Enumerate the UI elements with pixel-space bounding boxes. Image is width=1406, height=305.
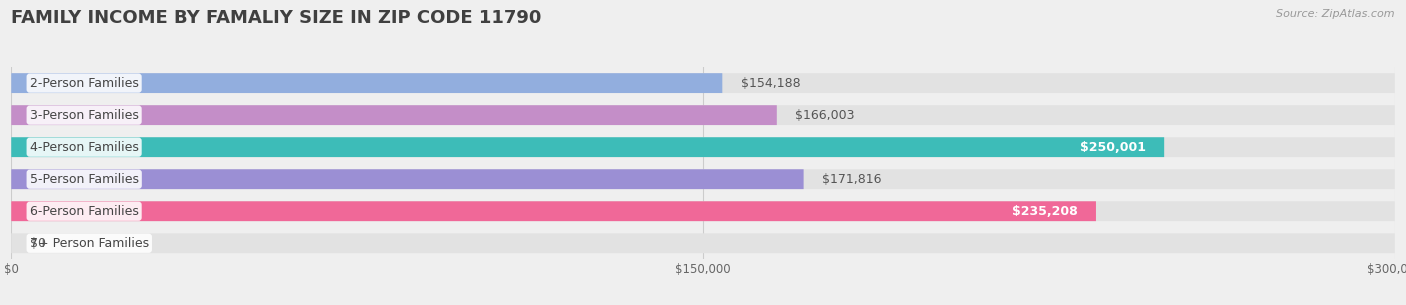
Text: 3-Person Families: 3-Person Families — [30, 109, 139, 122]
FancyBboxPatch shape — [11, 73, 1395, 93]
Text: $250,001: $250,001 — [1080, 141, 1146, 154]
FancyBboxPatch shape — [11, 137, 1395, 157]
Text: $235,208: $235,208 — [1012, 205, 1077, 218]
Text: 5-Person Families: 5-Person Families — [30, 173, 139, 186]
Text: 7+ Person Families: 7+ Person Families — [30, 237, 149, 250]
Text: FAMILY INCOME BY FAMALIY SIZE IN ZIP CODE 11790: FAMILY INCOME BY FAMALIY SIZE IN ZIP COD… — [11, 9, 541, 27]
FancyBboxPatch shape — [11, 169, 1395, 189]
Text: Source: ZipAtlas.com: Source: ZipAtlas.com — [1277, 9, 1395, 19]
Text: $166,003: $166,003 — [796, 109, 855, 122]
Text: $154,188: $154,188 — [741, 77, 800, 90]
Text: 2-Person Families: 2-Person Families — [30, 77, 139, 90]
FancyBboxPatch shape — [11, 73, 723, 93]
Text: $0: $0 — [30, 237, 45, 250]
Text: 4-Person Families: 4-Person Families — [30, 141, 139, 154]
FancyBboxPatch shape — [11, 201, 1395, 221]
FancyBboxPatch shape — [11, 169, 804, 189]
FancyBboxPatch shape — [11, 201, 1095, 221]
FancyBboxPatch shape — [11, 137, 1164, 157]
Text: $171,816: $171,816 — [823, 173, 882, 186]
FancyBboxPatch shape — [11, 105, 1395, 125]
FancyBboxPatch shape — [11, 105, 776, 125]
FancyBboxPatch shape — [11, 233, 1395, 253]
Text: 6-Person Families: 6-Person Families — [30, 205, 139, 218]
